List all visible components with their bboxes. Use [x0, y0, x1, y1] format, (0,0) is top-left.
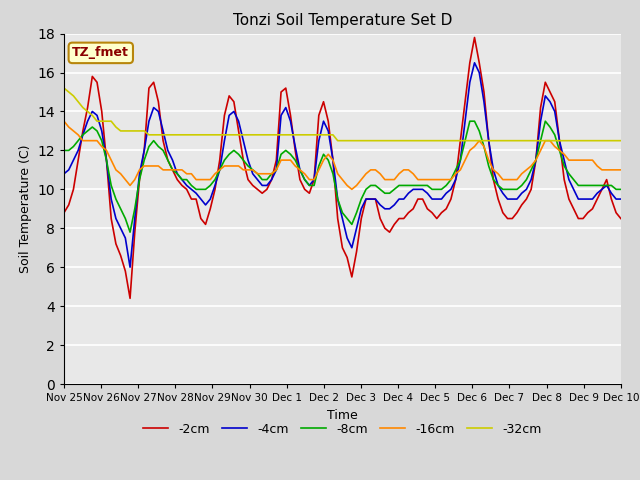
-32cm	[541, 138, 549, 144]
Line: -16cm: -16cm	[64, 121, 621, 189]
-4cm	[239, 138, 247, 144]
-4cm	[390, 202, 398, 208]
-32cm	[390, 138, 398, 144]
-32cm	[513, 138, 521, 144]
-16cm	[617, 167, 625, 173]
-32cm	[334, 138, 342, 144]
-2cm	[518, 202, 525, 208]
-2cm	[617, 216, 625, 221]
-4cm	[518, 191, 525, 196]
-2cm	[470, 35, 478, 40]
-4cm	[126, 264, 134, 270]
-4cm	[178, 177, 186, 182]
Title: Tonzi Soil Temperature Set D: Tonzi Soil Temperature Set D	[233, 13, 452, 28]
Line: -8cm: -8cm	[64, 121, 621, 232]
-32cm	[235, 132, 243, 138]
-16cm	[541, 138, 549, 144]
Legend: -2cm, -4cm, -8cm, -16cm, -32cm: -2cm, -4cm, -8cm, -16cm, -32cm	[138, 418, 547, 441]
-4cm	[476, 70, 483, 75]
Line: -32cm: -32cm	[64, 88, 621, 141]
-32cm	[617, 138, 625, 144]
-8cm	[390, 186, 398, 192]
Line: -2cm: -2cm	[64, 37, 621, 299]
-4cm	[617, 196, 625, 202]
-8cm	[476, 128, 483, 134]
-8cm	[518, 182, 525, 188]
-8cm	[60, 147, 68, 153]
-16cm	[513, 177, 521, 182]
-32cm	[60, 85, 68, 91]
-16cm	[235, 163, 243, 169]
Line: -4cm: -4cm	[64, 63, 621, 267]
-16cm	[60, 119, 68, 124]
-4cm	[470, 60, 478, 66]
-8cm	[178, 177, 186, 182]
-2cm	[546, 89, 554, 95]
-16cm	[348, 186, 356, 192]
-16cm	[390, 177, 398, 182]
X-axis label: Time: Time	[327, 408, 358, 421]
-2cm	[476, 60, 483, 66]
-2cm	[178, 182, 186, 188]
-2cm	[239, 157, 247, 163]
-16cm	[173, 167, 181, 173]
-32cm	[173, 132, 181, 138]
Text: TZ_fmet: TZ_fmet	[72, 47, 129, 60]
-8cm	[546, 124, 554, 130]
-8cm	[239, 157, 247, 163]
-4cm	[60, 171, 68, 177]
-2cm	[60, 210, 68, 216]
-8cm	[466, 119, 474, 124]
-16cm	[470, 144, 478, 149]
-2cm	[390, 221, 398, 227]
-8cm	[126, 229, 134, 235]
-32cm	[470, 138, 478, 144]
-2cm	[126, 296, 134, 301]
-8cm	[617, 186, 625, 192]
-4cm	[546, 99, 554, 105]
Y-axis label: Soil Temperature (C): Soil Temperature (C)	[19, 144, 31, 273]
